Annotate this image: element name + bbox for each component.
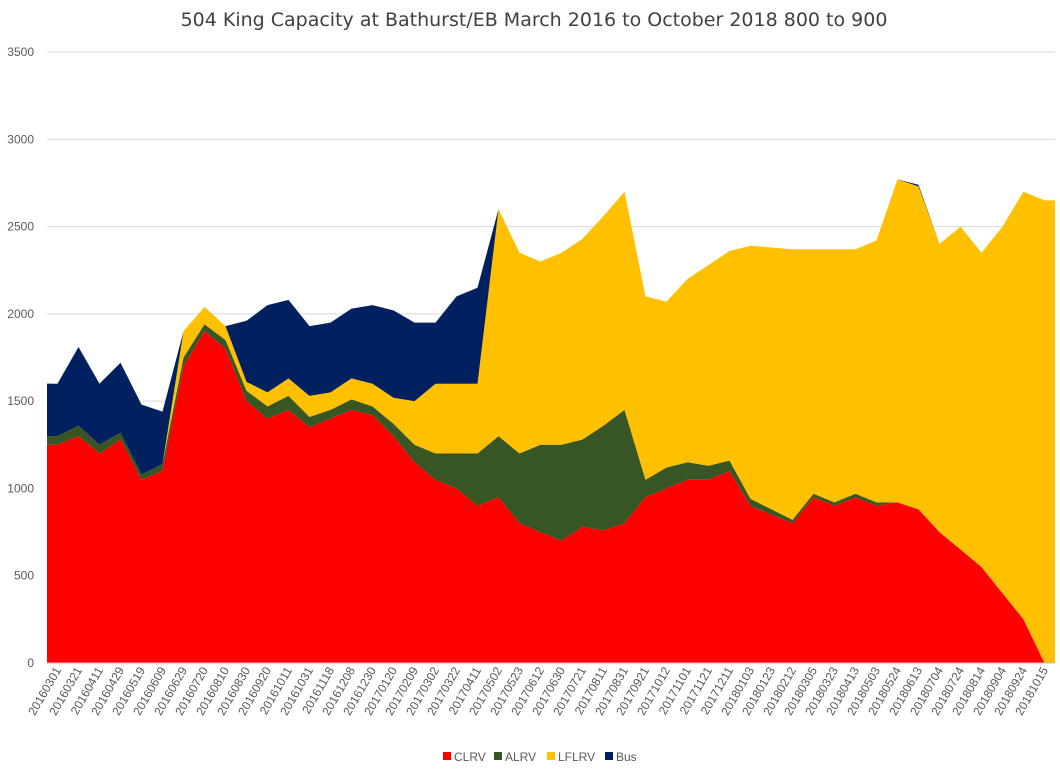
legend-item-bus: Bus <box>605 750 637 764</box>
legend-label: CLRV <box>454 750 486 764</box>
legend-label: ALRV <box>505 750 536 764</box>
series-area-clrv <box>47 331 1055 663</box>
legend-item-alrv: ALRV <box>494 750 536 764</box>
series-area-alrv <box>47 324 1055 663</box>
legend-swatch <box>605 752 613 760</box>
chart-title: 504 King Capacity at Bathurst/EB March 2… <box>181 9 888 31</box>
legend-item-clrv: CLRV <box>443 750 486 764</box>
series-area-lflrv <box>47 179 1055 663</box>
plot-areas <box>47 179 1055 663</box>
legend-swatch <box>547 752 555 760</box>
y-axis: 0 500 1000 1500 2000 2500 3000 3500 <box>7 45 34 670</box>
legend-label: Bus <box>616 750 637 764</box>
x-axis: 2016030120160321201604112016042920160519… <box>25 664 1051 718</box>
y-tick-label: 1500 <box>7 394 34 408</box>
y-tick-label: 2000 <box>7 307 34 321</box>
legend: CLRV ALRV LFLRV Bus <box>443 750 637 764</box>
legend-swatch <box>494 752 502 760</box>
y-tick-label: 2500 <box>7 220 34 234</box>
y-tick-label: 0 <box>27 656 34 670</box>
legend-item-lflrv: LFLRV <box>547 750 595 764</box>
y-tick-label: 1000 <box>7 481 34 495</box>
y-tick-label: 500 <box>14 569 34 583</box>
y-tick-label: 3000 <box>7 132 34 146</box>
series-area-bus <box>47 179 1055 475</box>
legend-swatch <box>443 752 451 760</box>
legend-label: LFLRV <box>558 750 595 764</box>
y-tick-label: 3500 <box>7 45 34 59</box>
